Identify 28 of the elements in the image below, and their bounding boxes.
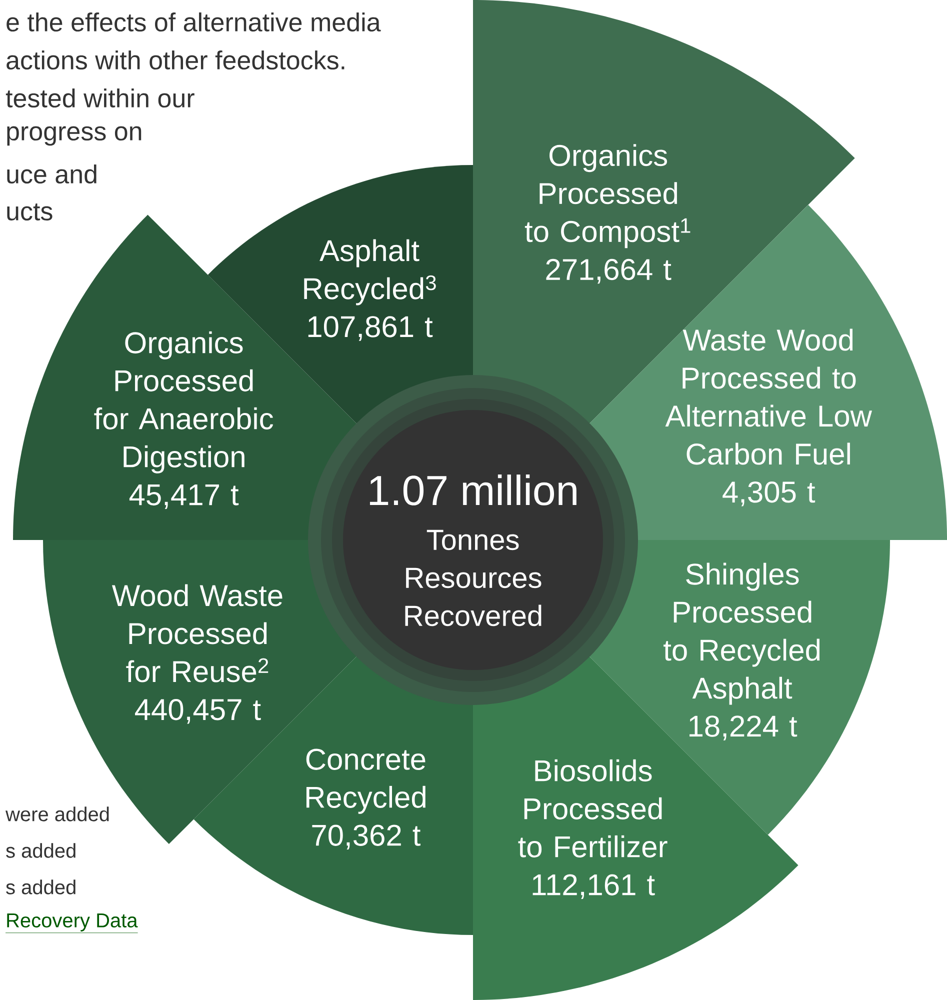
text: ucts [7, 203, 52, 221]
data-label: 18,224 t [690, 716, 798, 740]
text: tested within our [6, 88, 194, 108]
data-label: 70,362 t [312, 824, 420, 850]
category-label: Waste Wood Processed to Alternative Low Carbon Fuel [665, 328, 872, 465]
category-label: Organics Processed for Anaerobic Digestion [94, 331, 274, 474]
data-label: 45,417 t [129, 484, 239, 509]
category-label: Biosolids Processed to Fertilizer [518, 759, 668, 858]
text: Tonnes Resources Recovered [405, 530, 542, 626]
category-label: Asphalt Recycled$^{3}$ [304, 239, 436, 306]
text: uce and [7, 164, 96, 184]
category-label: Shingles Processed to Recycled Asphalt [664, 562, 820, 705]
data-label: 112,161 t [532, 874, 655, 899]
text: were added [6, 806, 109, 822]
text: e the effects of alternative media [6, 12, 381, 32]
text: actions with other feedstocks. [6, 50, 344, 70]
text: 1.07 million [370, 474, 576, 506]
data-label: 107,861 t [308, 316, 433, 341]
text: s added [6, 880, 76, 894]
category-label: Wood Waste Processed for Reuse$^{2}$ [112, 584, 282, 682]
data-label: 271,664 t [546, 258, 672, 284]
text: Recovery Data [7, 914, 138, 932]
data-label: 4,305 t [722, 481, 816, 506]
text: progress on [7, 126, 142, 146]
text: s added [6, 843, 76, 858]
data-label: 440,457 t [135, 698, 261, 724]
category-label: Concrete Recycled [306, 748, 426, 814]
category-label: Organics Processed to Compost$^{1}$ [524, 144, 690, 248]
